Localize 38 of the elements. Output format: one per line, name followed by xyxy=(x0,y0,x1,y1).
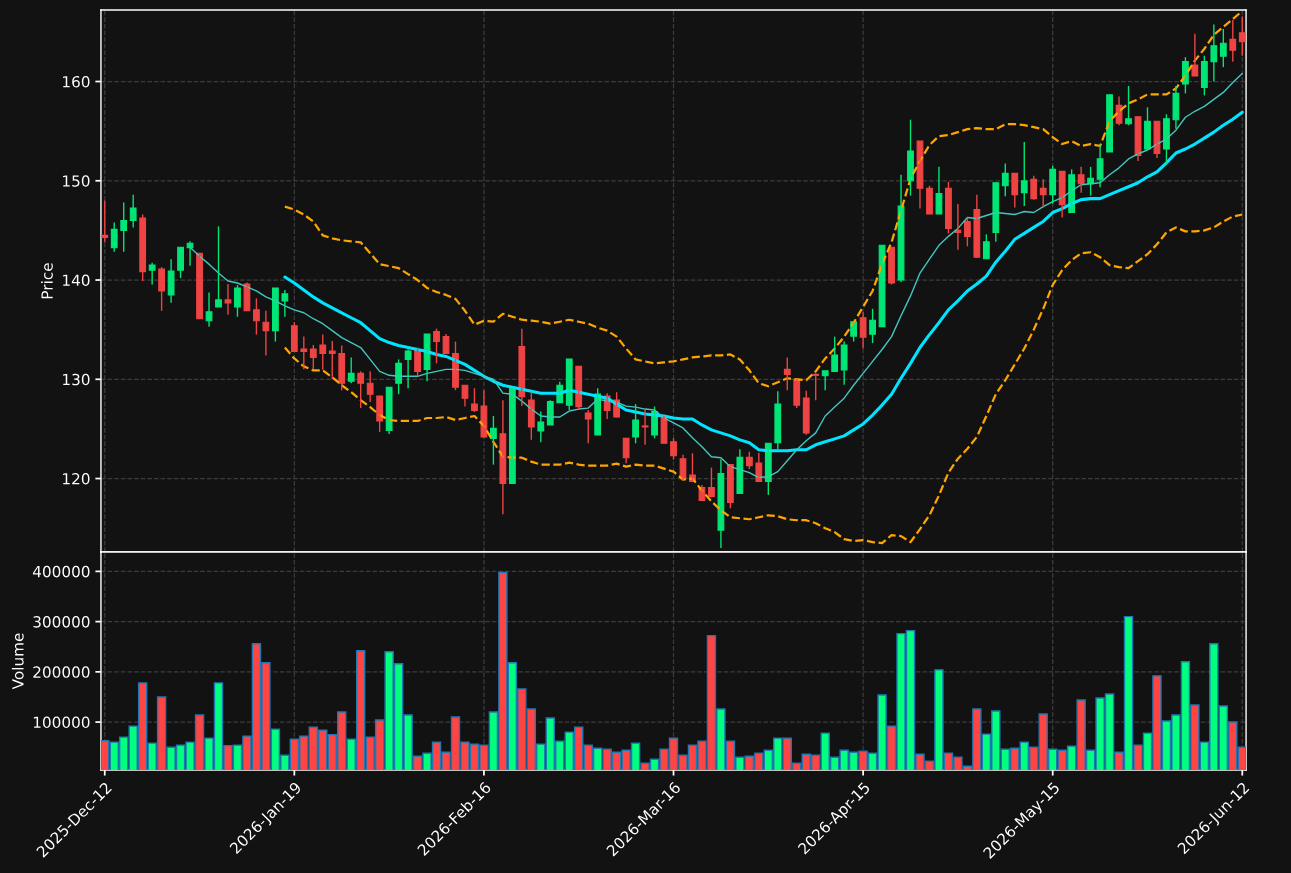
candlestick xyxy=(101,199,109,244)
y-tick-label: 400000 xyxy=(32,565,90,578)
candlestick xyxy=(783,356,791,391)
candlestick xyxy=(831,335,839,373)
candlestick xyxy=(584,409,592,445)
candlestick xyxy=(309,344,317,371)
y-tick-label: 200000 xyxy=(33,666,90,678)
y-tick-label: 130 xyxy=(63,373,90,386)
y-axis-title: Volume xyxy=(11,633,24,690)
candlestick xyxy=(1238,15,1246,57)
y-tick-label: 140 xyxy=(63,274,90,287)
candlestick xyxy=(1125,85,1132,126)
y-tick-label: 300000 xyxy=(33,616,90,628)
candlestick xyxy=(926,185,933,215)
candlestick xyxy=(641,408,649,446)
candlestick xyxy=(196,252,203,320)
candlestick xyxy=(1106,94,1113,153)
candlestick xyxy=(347,356,355,384)
candlestick xyxy=(1020,141,1028,207)
candlestick xyxy=(290,321,298,353)
candlestick xyxy=(328,340,336,380)
candlestick xyxy=(224,283,232,316)
y-tick-label: 150 xyxy=(63,175,90,187)
y-axis-title: Price xyxy=(41,263,53,299)
line-series xyxy=(283,110,1244,453)
candlestick xyxy=(632,403,639,445)
y-tick-label: 100000 xyxy=(33,716,90,729)
line-series xyxy=(283,213,1244,545)
y-tick-label: 160 xyxy=(63,75,90,88)
candlestick xyxy=(878,244,886,328)
candlestick xyxy=(537,410,545,444)
candlestick xyxy=(508,387,516,485)
candlestick xyxy=(158,266,166,312)
candlestick xyxy=(802,390,810,436)
candlestick xyxy=(319,333,327,371)
candlestick xyxy=(471,387,478,413)
line-series xyxy=(283,10,1244,388)
y-tick-label: 120 xyxy=(63,473,90,485)
